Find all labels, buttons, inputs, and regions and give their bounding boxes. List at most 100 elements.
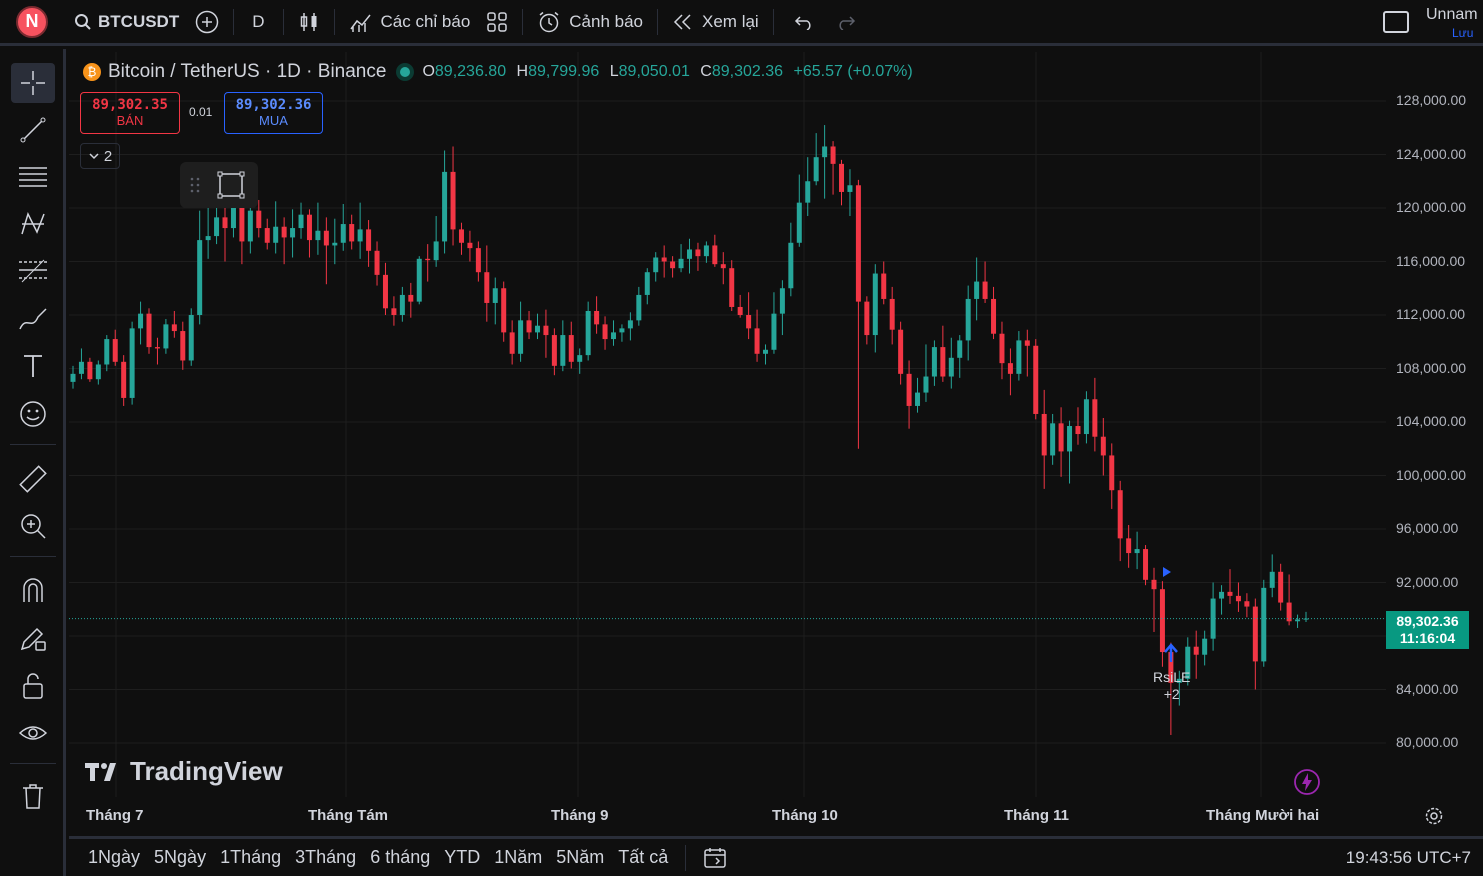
buy-label: MUA (259, 113, 288, 128)
delete-drawings-button[interactable] (11, 776, 55, 816)
range-button[interactable]: YTD (444, 847, 481, 867)
sell-button[interactable]: 89,302.35 BÁN (80, 92, 180, 134)
candle (467, 230, 473, 262)
candle (349, 214, 355, 250)
hide-drawings-button[interactable] (11, 713, 55, 753)
rectangle-select-icon[interactable] (216, 170, 246, 200)
divider (10, 556, 56, 557)
candle (78, 348, 84, 380)
indicators-button[interactable]: Các chỉ báo (341, 0, 479, 45)
interval-button[interactable]: D (252, 11, 265, 31)
range-button[interactable]: 5Ngày (154, 847, 207, 867)
signal-extra: +2 (1163, 686, 1180, 702)
fib-tool-button[interactable] (11, 251, 55, 291)
zoom-tool-button[interactable] (11, 506, 55, 546)
date-range-icon[interactable] (702, 846, 728, 870)
current-price-value: 89,302.36 (1396, 613, 1459, 629)
price-chart[interactable] (69, 52, 1483, 836)
measure-tool-button[interactable] (11, 459, 55, 499)
candle (1261, 579, 1267, 667)
market-status-dot[interactable] (400, 67, 411, 77)
price-axis-label: 112,000.00 (1396, 306, 1466, 322)
compare-add-button[interactable] (187, 0, 227, 45)
symbol-search-button[interactable]: BTCUSDT (66, 0, 187, 45)
range-button[interactable]: Tất cả (618, 847, 669, 867)
crosshair-tool-button[interactable] (11, 63, 55, 103)
brush-icon (19, 308, 47, 330)
smiley-icon (20, 401, 46, 427)
price-axis-label: 100,000.00 (1396, 466, 1467, 483)
ruler-icon (19, 465, 47, 493)
lightning-icon[interactable] (1293, 768, 1321, 796)
clock-timezone[interactable]: 19:43:56 UTC+7 (1345, 848, 1471, 867)
search-icon (75, 13, 91, 30)
candles-icon (300, 12, 316, 31)
candle (433, 216, 439, 267)
alerts-button[interactable]: Cảnh báo (529, 0, 651, 45)
candle (712, 234, 718, 267)
candle (906, 360, 912, 429)
lock-drawing-tool-button[interactable] (11, 618, 55, 658)
symbol-title[interactable]: Bitcoin / TetherUS · 1D · Binance (108, 61, 387, 82)
range-button[interactable]: 1Ngày (88, 847, 141, 867)
range-button[interactable]: 5Năm (556, 847, 605, 867)
price-axis-label: 120,000.00 (1396, 199, 1467, 215)
replay-button[interactable]: Xem lại (664, 0, 767, 45)
drag-handle-icon[interactable] (190, 176, 200, 194)
candle (526, 310, 532, 340)
candle (1278, 563, 1284, 611)
candle (805, 157, 811, 217)
brush-tool-button[interactable] (11, 299, 55, 339)
range-button[interactable]: 6 tháng (370, 847, 431, 867)
candle (864, 296, 870, 345)
price-axis-label: 84,000.00 (1396, 680, 1459, 697)
collapsed-count: 2 (103, 147, 113, 165)
magnet-tool-button[interactable] (11, 570, 55, 610)
candle (188, 308, 194, 366)
candle (627, 312, 633, 341)
layouts-button[interactable] (478, 0, 516, 45)
trend-line-tool-button[interactable] (11, 110, 55, 150)
symbol-label: BTCUSDT (98, 11, 180, 31)
range-button[interactable]: 3Tháng (295, 847, 357, 867)
text-icon (24, 355, 42, 377)
eye-icon (18, 726, 48, 740)
emoji-tool-button[interactable] (11, 394, 55, 434)
buy-price: 89,302.36 (235, 97, 312, 113)
signal-label[interactable]: RsiLE +2 (1153, 669, 1190, 703)
buy-button[interactable]: 89,302.36 MUA (224, 92, 323, 134)
save-label[interactable]: Lưu (1452, 26, 1474, 40)
indicators-collapse-button[interactable]: 2 (80, 143, 120, 169)
pattern-tool-button[interactable] (11, 204, 55, 244)
candle (974, 257, 980, 321)
candle (551, 328, 557, 376)
candle (847, 169, 853, 217)
undo-button[interactable] (780, 0, 828, 45)
divider (10, 444, 56, 445)
horizontal-lines-tool-button[interactable] (11, 157, 55, 197)
range-button[interactable]: 1Năm (494, 847, 543, 867)
candle (948, 337, 954, 389)
trend-line-icon (20, 117, 46, 143)
divider (333, 8, 335, 35)
layout-name[interactable]: Unnam (1426, 6, 1478, 23)
chart-legend: ₿ Bitcoin / TetherUS · 1D · Binance O89,… (82, 60, 913, 84)
redo-button[interactable] (828, 0, 864, 45)
lock-all-button[interactable] (11, 666, 55, 706)
candle (940, 325, 946, 382)
candle (931, 340, 937, 386)
candle (543, 309, 549, 358)
candle (154, 337, 160, 365)
fullscreen-icon[interactable] (1383, 11, 1409, 33)
chart-type-button[interactable] (290, 0, 328, 45)
settings-gear-icon[interactable] (1424, 806, 1444, 826)
candle (509, 320, 515, 365)
text-tool-button[interactable] (11, 346, 55, 386)
price-axis-label: 128,000.00 (1396, 92, 1467, 108)
candle (323, 217, 329, 285)
candle (1024, 329, 1030, 377)
user-avatar[interactable]: N (16, 5, 48, 38)
candle (1143, 545, 1149, 586)
signal-arrow-up-icon (1164, 643, 1178, 662)
range-button[interactable]: 1Tháng (220, 847, 282, 867)
